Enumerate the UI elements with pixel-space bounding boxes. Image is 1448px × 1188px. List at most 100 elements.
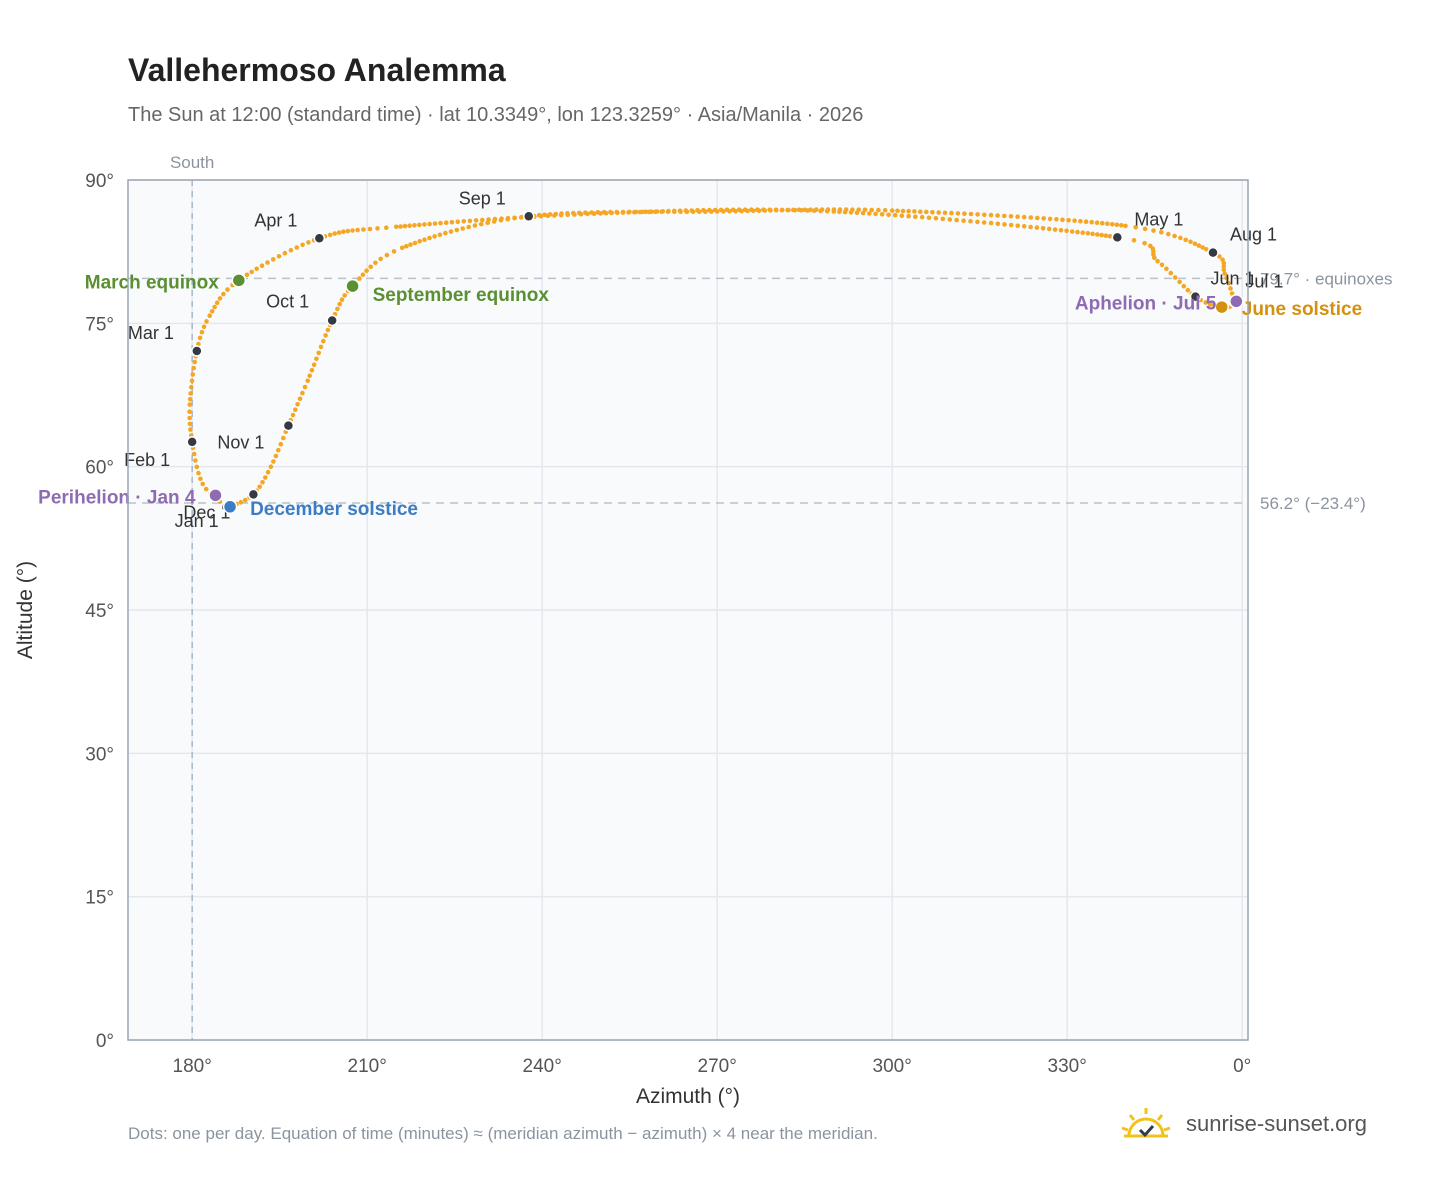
day-dot [1123,223,1128,229]
day-dot [1099,232,1104,238]
day-dot [1159,262,1165,268]
day-dot [1166,231,1171,237]
day-dot [243,497,248,503]
day-dot [290,412,296,418]
plot-frame [127,179,1249,1041]
day-dot [1203,300,1208,305]
day-dot [1164,266,1169,272]
day-dot [454,227,460,233]
month-point [191,345,203,357]
day-dot [995,213,1000,218]
day-dot [1028,224,1033,230]
day-dot [1119,223,1124,228]
brand[interactable]: sunrise-sunset.org [1120,1104,1367,1144]
day-dot [936,210,941,215]
day-dot [360,272,366,278]
day-dot [1085,231,1091,236]
day-dot [325,327,331,333]
month-label: Apr 1 [254,210,297,230]
x-tick-label: 240° [523,1056,562,1077]
day-dot [1221,267,1227,273]
day-dot [1047,216,1053,222]
day-dot [314,356,319,362]
x-tick-label: 180° [173,1056,212,1077]
y-tick-label: 45° [85,601,114,622]
day-dot [342,293,348,298]
day-dot [756,208,762,213]
day-dot [192,359,197,365]
day-dot [271,459,276,464]
x-tick-label: 330° [1048,1056,1087,1077]
reference-line-label: 56.2° (−23.4°) [1260,494,1366,513]
day-dot [1151,228,1156,233]
day-dot [1028,215,1034,220]
day-dot [571,210,576,216]
day-dot [895,208,900,214]
day-dot [1159,230,1164,235]
day-dot [368,264,374,270]
event-label: March equinox [85,272,220,293]
day-dot [1217,254,1222,259]
day-dot [802,207,807,213]
day-dot [751,208,756,214]
day-dot [190,372,196,377]
day-dot [886,212,891,218]
day-dot [187,415,192,421]
day-dot [614,209,619,215]
day-dot [364,268,369,274]
day-dot [288,248,294,253]
y-tick-label: 30° [85,744,114,765]
day-dot [955,211,961,216]
day-dot [1021,224,1027,229]
day-dot [432,221,438,226]
south-label: South [170,153,214,172]
day-dot [1069,229,1075,234]
day-dot [1002,222,1007,227]
day-dot [1100,220,1105,226]
day-dot [323,333,328,338]
day-dot [1131,238,1137,243]
day-dot [412,240,418,246]
day-dot [627,209,632,215]
day-dot [583,210,588,215]
day-dot [559,211,564,216]
day-dot [201,324,207,330]
day-dot [919,214,925,220]
day-dot [505,216,511,222]
day-dot [547,212,553,217]
day-dot [933,216,939,221]
day-dot [1172,275,1178,280]
day-dot [321,338,326,344]
day-dot [1142,240,1147,246]
day-dot [373,260,378,266]
day-dot [273,453,279,459]
day-dot [408,242,413,247]
day-dot [949,210,954,216]
month-label: Aug 1 [1230,225,1277,245]
day-dot [491,219,497,224]
day-dot [306,240,311,245]
day-dot [1002,213,1007,219]
day-dot [1058,227,1064,233]
day-dot [448,229,454,234]
day-dot [485,220,491,226]
day-dot [1185,287,1191,293]
day-dot [1172,233,1177,239]
day-dot [912,209,917,214]
day-dot [204,319,209,324]
day-dot [643,209,648,215]
y-tick-label: 90° [85,171,114,192]
day-dot [357,276,362,281]
day-dot [254,266,259,272]
day-dot [187,402,193,407]
day-dot [189,384,194,390]
event-label: June solstice [1242,299,1362,320]
day-dot [1196,243,1202,248]
day-dot [1221,264,1227,269]
day-dot [336,230,342,235]
day-dot [337,301,343,307]
day-dot [265,469,271,475]
day-dot [327,232,333,238]
day-dot [473,218,479,223]
chart-subtitle: The Sun at 12:00 (standard time) · lat 1… [128,104,864,126]
